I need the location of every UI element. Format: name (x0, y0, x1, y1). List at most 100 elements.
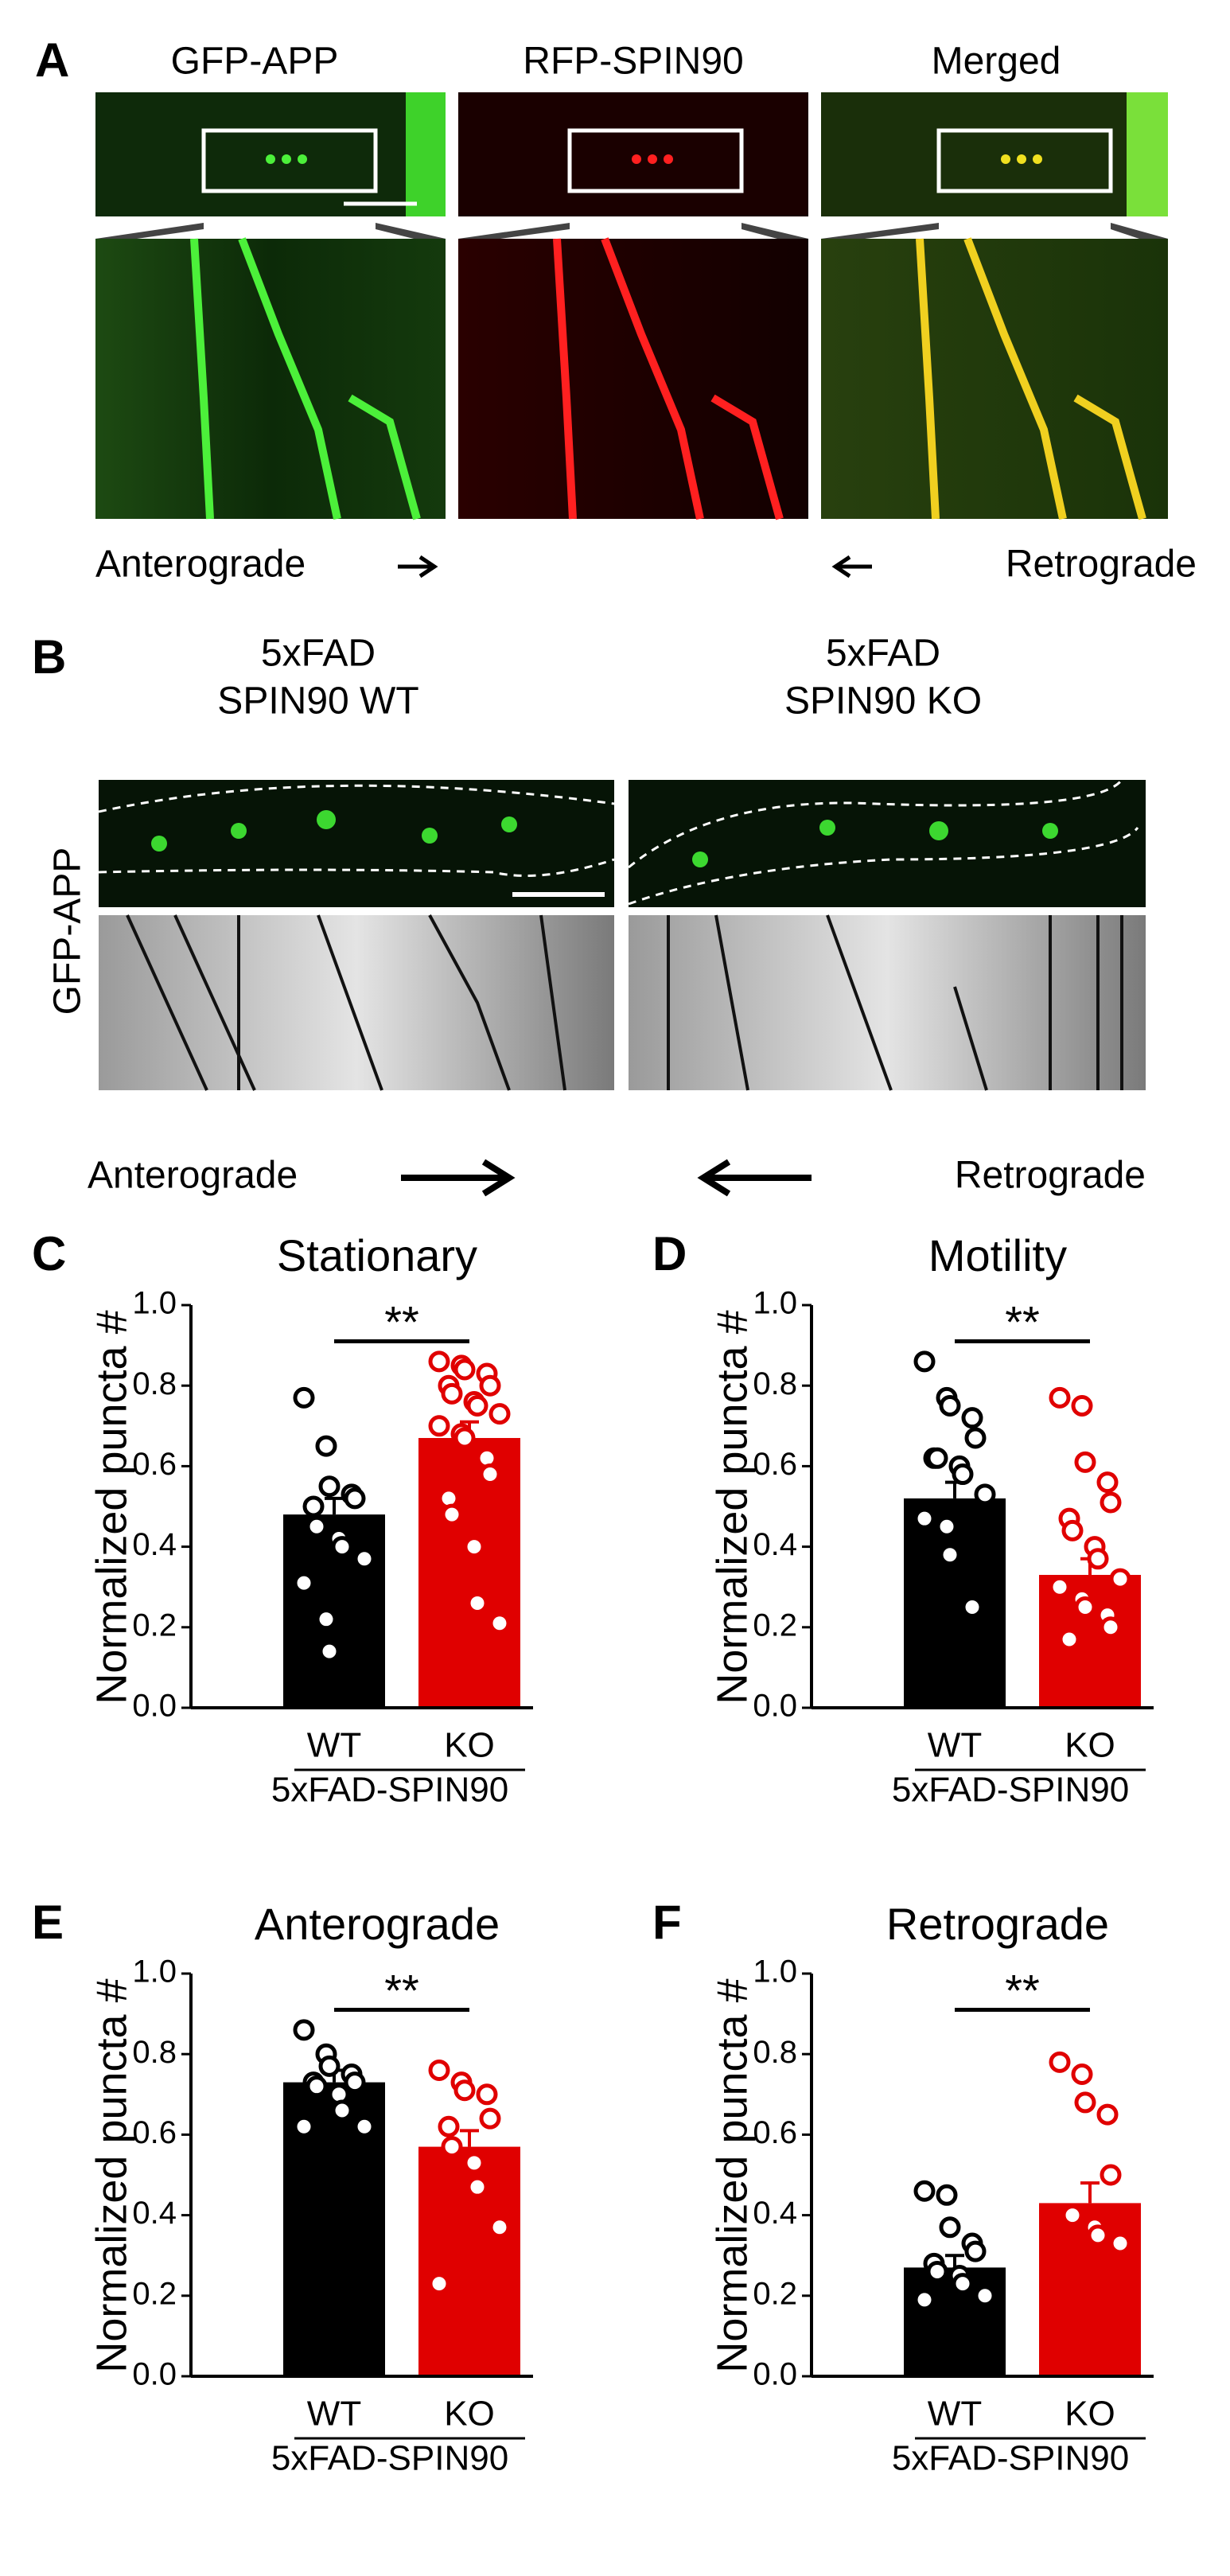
data-point (952, 1463, 974, 1486)
data-point (1074, 1451, 1096, 1473)
x-axis-label: 5xFAD-SPIN90 (271, 2439, 508, 2478)
data-point (913, 1507, 936, 1530)
data-point (974, 1483, 996, 1506)
micrograph-set (95, 92, 1168, 520)
data-point (1087, 1548, 1109, 1570)
kymograph (629, 915, 1146, 1090)
panel-letter: D (652, 1227, 687, 1280)
data-point (463, 1536, 485, 1558)
data-point (353, 2115, 376, 2138)
y-tick-label: 1.0 (753, 1286, 797, 1321)
data-point (479, 2107, 501, 2130)
data-point (939, 2216, 961, 2239)
arrow (398, 555, 438, 579)
data-point (1096, 2103, 1119, 2126)
data-point (961, 1407, 983, 1429)
y-tick-label: 0.0 (753, 2357, 797, 2392)
y-tick-label: 0.4 (132, 2196, 177, 2231)
data-point (293, 1386, 315, 1409)
data-point (488, 1612, 511, 1635)
direction-label: Anterograde (88, 1155, 298, 1197)
arrow (831, 555, 872, 579)
data-point (488, 1403, 511, 1425)
chart-title: Stationary (277, 1230, 477, 1280)
x-tick-label: KO (1065, 2395, 1115, 2434)
x-axis-label: 5xFAD-SPIN90 (271, 1771, 508, 1810)
direction-label: Retrograde (955, 1155, 1146, 1197)
data-point (331, 1536, 353, 1558)
data-point (441, 2136, 463, 2158)
y-axis-label: Normalized puncta # (88, 1310, 135, 1704)
data-point (1096, 1471, 1119, 1494)
data-point (315, 1608, 337, 1631)
data-point (913, 1350, 936, 1373)
data-point (1074, 1596, 1096, 1618)
column-title: RFP-SPIN90 (523, 41, 743, 83)
data-point (476, 2083, 498, 2106)
data-point (1049, 1576, 1071, 1598)
x-axis-label: 5xFAD-SPIN90 (892, 1771, 1129, 1810)
data-point (1061, 2204, 1084, 2227)
y-tick-label: 0.2 (753, 1608, 797, 1643)
y-tick-label: 0.4 (753, 2196, 797, 2231)
channel-label: GFP-APP (47, 848, 89, 1015)
data-point (315, 1435, 337, 1457)
data-point (479, 1374, 501, 1397)
data-point (302, 1495, 325, 1518)
condition-title: SPIN90 KO (784, 680, 982, 723)
kymograph (99, 915, 614, 1090)
panel-letter: B (32, 630, 66, 684)
bar (418, 1437, 520, 1708)
micrograph (458, 92, 808, 216)
panel-letter: E (32, 1896, 64, 1949)
panel-letter: A (35, 33, 69, 87)
data-point (952, 2273, 974, 2295)
data-point (1071, 2064, 1093, 2085)
data-point (318, 1475, 341, 1498)
data-point (1100, 2164, 1122, 2186)
y-axis-label: Normalized puncta # (88, 1978, 135, 2372)
data-point (1061, 1519, 1084, 1541)
x-tick-label: WT (928, 1726, 982, 1765)
kymograph (458, 239, 808, 519)
significance-label: ** (1005, 1965, 1040, 2015)
data-point (964, 2240, 987, 2262)
data-point (1049, 1386, 1071, 1409)
panel-letter: F (652, 1896, 682, 1949)
y-tick-label: 0.2 (132, 1608, 177, 1643)
chart-title: Anterograde (255, 1899, 500, 1949)
data-point (293, 2019, 315, 2041)
error-bar (945, 2254, 964, 2268)
kymograph (95, 239, 446, 519)
x-axis-label: 5xFAD-SPIN90 (892, 2439, 1129, 2478)
data-point (913, 2180, 936, 2202)
y-tick-label: 1.0 (132, 1954, 177, 1989)
x-tick-label: KO (444, 2395, 495, 2434)
y-tick-label: 0.8 (753, 2035, 797, 2070)
data-point (463, 2152, 485, 2174)
data-point (936, 2184, 958, 2206)
kymograph (821, 239, 1168, 519)
data-point (1100, 1491, 1122, 1514)
panel-letter: C (32, 1227, 66, 1280)
data-point (1058, 1628, 1080, 1650)
direction-label: Anterograde (95, 544, 306, 586)
data-point (961, 1596, 983, 1618)
data-point (318, 1640, 341, 1662)
data-point (926, 2260, 948, 2282)
data-point (479, 1463, 501, 1486)
x-tick-label: KO (1065, 1726, 1115, 1765)
direction-label: Retrograde (1006, 544, 1197, 586)
data-point (913, 2289, 936, 2311)
data-point (1071, 1395, 1093, 1417)
data-point (453, 2079, 476, 2102)
y-tick-label: 0.0 (132, 2357, 177, 2392)
data-point (428, 1350, 450, 1373)
data-point (306, 1515, 328, 1537)
y-axis-label: Normalized puncta # (708, 1310, 756, 1704)
y-tick-label: 0.8 (132, 2035, 177, 2070)
y-tick-label: 0.2 (753, 2276, 797, 2311)
arrow (697, 1159, 812, 1197)
micrograph-set (98, 779, 1146, 1091)
